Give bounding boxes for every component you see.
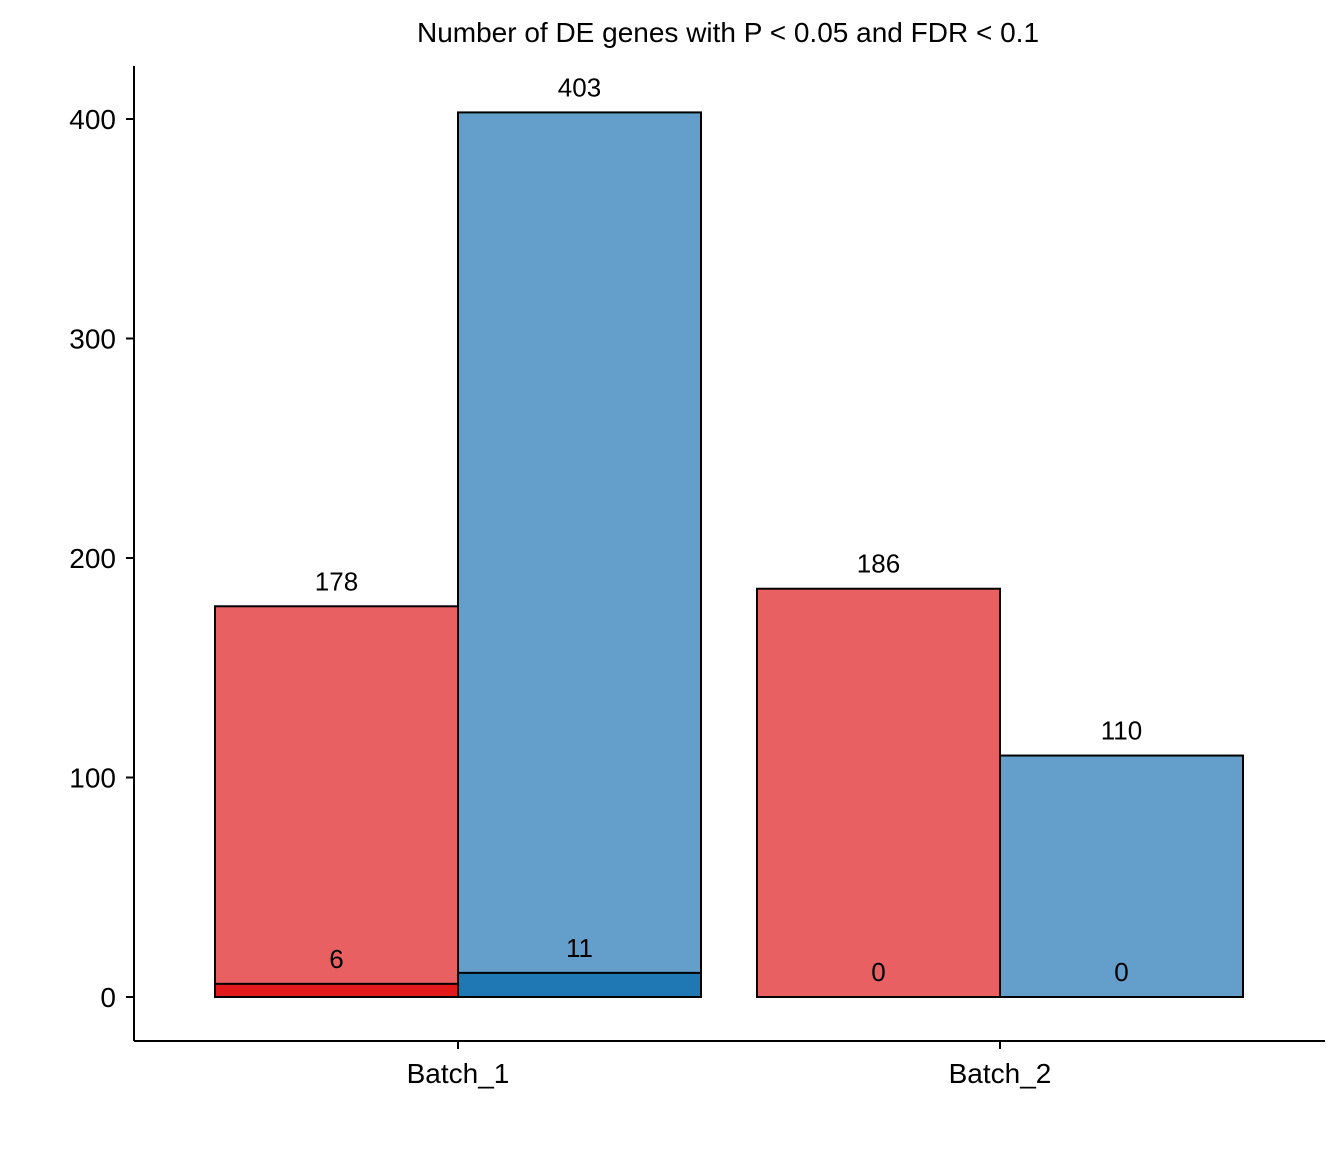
bar-value-label: 403 xyxy=(558,72,601,102)
x-tick-label: Batch_2 xyxy=(949,1058,1052,1089)
chart-title: Number of DE genes with P < 0.05 and FDR… xyxy=(417,17,1039,48)
y-tick-label: 200 xyxy=(69,543,116,574)
overlay-value-label: 0 xyxy=(1114,957,1128,987)
y-tick-label: 400 xyxy=(69,104,116,135)
overlay-value-label: 0 xyxy=(871,957,885,987)
bar-Batch_2-series2 xyxy=(999,754,1244,998)
y-tick-label: 0 xyxy=(100,982,116,1013)
y-ticks: 0 100 200 300 400 xyxy=(69,104,134,1013)
overlay-bar-Batch_1-series1 xyxy=(214,982,459,999)
bar-labels: 178 6 403 11 186 0 110 0 xyxy=(315,72,1142,987)
overlay-bar-Batch_1-series2 xyxy=(457,971,702,998)
x-ticks: Batch_1 Batch_2 xyxy=(407,1041,1052,1089)
bar-Batch_1-series2 xyxy=(457,111,702,999)
y-tick-label: 100 xyxy=(69,763,116,794)
axes xyxy=(133,66,1325,1042)
bar-Batch_1-series1 xyxy=(214,605,459,998)
y-tick-label: 300 xyxy=(69,324,116,355)
overlay-value-label: 6 xyxy=(329,944,343,974)
bar-value-label: 110 xyxy=(1101,716,1142,746)
bar-value-label: 178 xyxy=(315,566,358,596)
x-tick-label: Batch_1 xyxy=(407,1058,510,1089)
bar-Batch_2-series1 xyxy=(756,587,1001,998)
bar-value-label: 186 xyxy=(857,549,900,579)
overlay-value-label: 11 xyxy=(566,933,593,963)
bars xyxy=(214,111,1244,999)
